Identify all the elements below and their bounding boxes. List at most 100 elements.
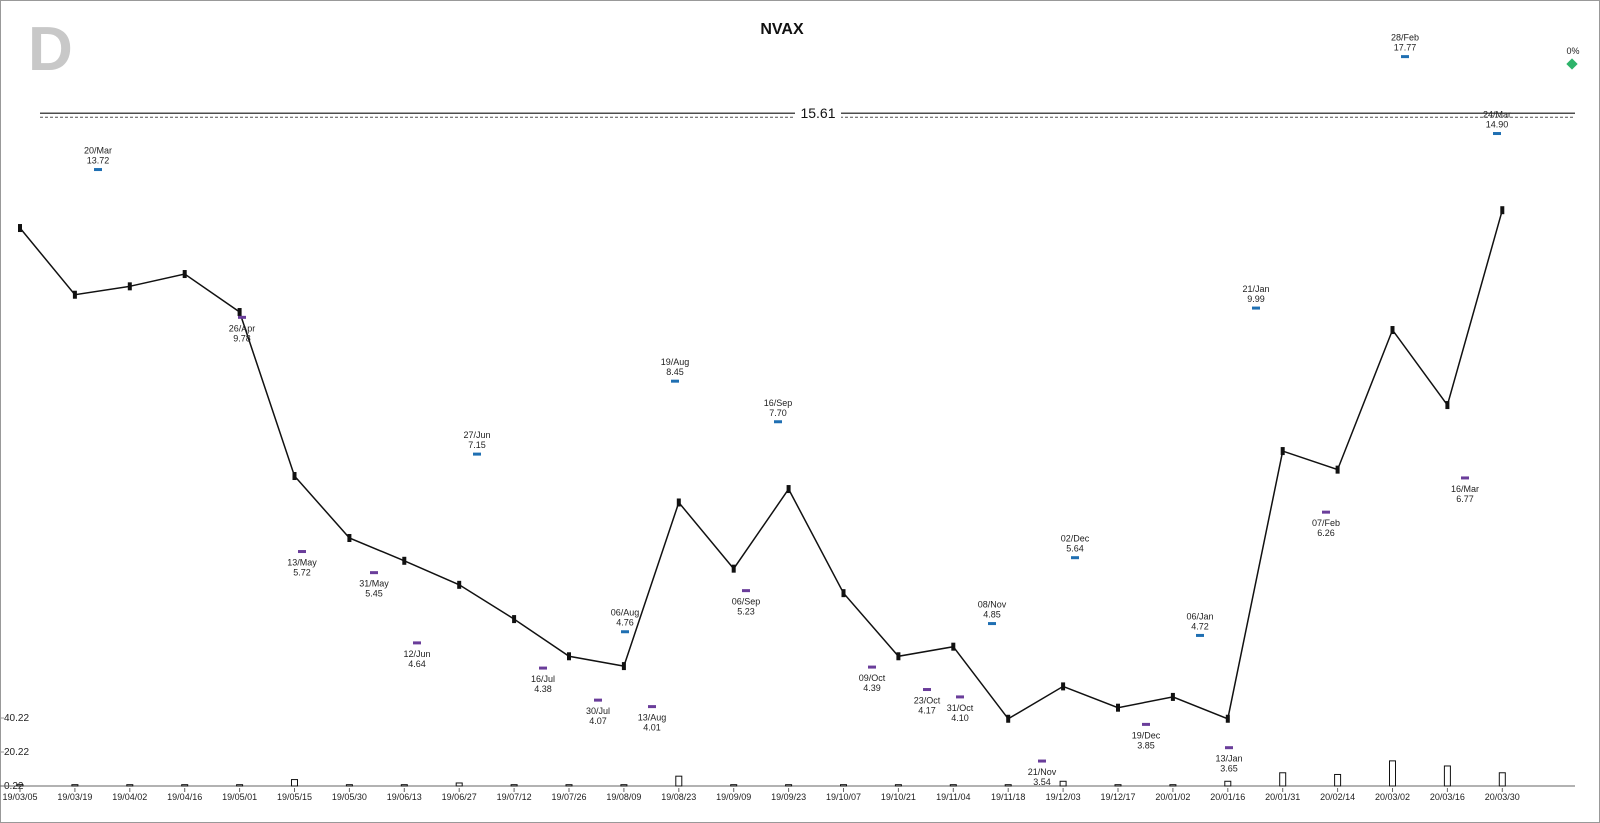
price-point: [237, 308, 242, 317]
annotation-date: 06/Aug: [611, 608, 640, 618]
volume-bar: [620, 784, 628, 787]
price-point: [731, 564, 736, 573]
volume-bar: [1004, 784, 1012, 787]
volume-bar: [71, 784, 79, 787]
annotation-date: 31/May: [359, 579, 389, 589]
annotation-value: 3.65: [1220, 764, 1238, 774]
annotation-value: 13.72: [87, 156, 110, 166]
annotation-value: 5.64: [1066, 544, 1084, 554]
volume-tick-label: 20.22: [4, 747, 29, 758]
volume-bar: [565, 784, 573, 787]
price-point: [1225, 714, 1230, 723]
volume-bar: [1114, 784, 1122, 787]
price-point: [1061, 682, 1066, 691]
x-tick-label: 20/02/14: [1320, 792, 1355, 802]
volume-bar: [1059, 780, 1067, 787]
x-tick-label: 19/10/21: [881, 792, 916, 802]
annotation-date: 06/Sep: [732, 597, 761, 607]
x-tick-label: 19/05/01: [222, 792, 257, 802]
annotation-value: 4.38: [534, 684, 552, 694]
annotation-date: 31/Oct: [947, 703, 974, 713]
annotation-date: 19/Dec: [1132, 730, 1161, 740]
logo: D: [28, 15, 73, 84]
volume-bar: [16, 784, 24, 787]
x-tick-label: 20/01/31: [1265, 792, 1300, 802]
annotation-date: 19/Aug: [661, 357, 690, 367]
x-tick-label: 19/03/19: [57, 792, 92, 802]
annotation-value: 4.64: [408, 659, 426, 669]
x-tick-label: 20/01/02: [1155, 792, 1190, 802]
x-tick-label: 19/12/03: [1046, 792, 1081, 802]
annotation-value: 4.01: [643, 723, 661, 733]
price-point: [292, 472, 297, 481]
volume-bar: [181, 784, 189, 787]
annotation-date: 16/Mar: [1451, 484, 1479, 494]
annotation-date: 13/Jan: [1215, 754, 1242, 764]
reference-label-bg: [795, 105, 841, 121]
price-point: [951, 642, 956, 651]
x-tick-label: 20/03/30: [1485, 792, 1520, 802]
price-point: [182, 270, 187, 279]
volume-bar: [1498, 772, 1506, 787]
x-tick-label: 19/07/12: [497, 792, 532, 802]
price-point: [1280, 447, 1285, 456]
x-tick-label: 19/09/09: [716, 792, 751, 802]
change-icon: [1566, 58, 1578, 70]
volume-bar: [126, 784, 134, 787]
volume-bar: [949, 784, 957, 787]
change-label: 0%: [1566, 46, 1579, 56]
annotation-value: 4.85: [983, 610, 1001, 620]
price-point: [72, 290, 77, 299]
annotation-value: 9.78: [233, 333, 251, 343]
volume-bar: [1389, 760, 1396, 787]
annotation-value: 6.77: [1456, 494, 1474, 504]
x-tick-label: 19/03/05: [2, 792, 37, 802]
x-tick-label: 19/12/17: [1100, 792, 1135, 802]
annotation-value: 3.85: [1137, 740, 1155, 750]
x-tick-label: 19/08/23: [661, 792, 696, 802]
x-tick-label: 19/05/15: [277, 792, 312, 802]
price-point: [567, 652, 571, 661]
volume-bar: [1334, 773, 1342, 787]
price-point: [512, 615, 517, 624]
annotation-date: 21/Jan: [1242, 284, 1269, 294]
volume-bar: [510, 784, 518, 787]
annotation-value: 3.54: [1033, 777, 1051, 787]
annotation-value: 4.07: [589, 716, 607, 726]
price-point: [1116, 703, 1120, 712]
volume-bar: [1169, 784, 1177, 787]
volume-bar: [675, 775, 683, 787]
annotation-value: 4.39: [863, 683, 881, 693]
price-point: [786, 485, 791, 494]
price-point: [347, 534, 352, 543]
annotation-value: 5.23: [737, 607, 755, 617]
price-point: [127, 282, 132, 291]
volume-bar: [236, 784, 244, 787]
annotation-date: 09/Oct: [859, 673, 886, 683]
volume-tick-label: 40.22: [4, 713, 29, 724]
price-point: [1500, 206, 1505, 215]
x-tick-label: 19/08/09: [606, 792, 641, 802]
annotation-value: 4.17: [918, 706, 936, 716]
volume-bar: [1443, 765, 1451, 787]
price-point: [1170, 692, 1175, 701]
annotation-value: 4.10: [951, 713, 969, 723]
x-tick-label: 19/07/26: [551, 792, 586, 802]
x-tick-label: 19/06/27: [442, 792, 477, 802]
annotation-date: 28/Feb: [1391, 33, 1419, 43]
annotation-value: 17.77: [1394, 43, 1417, 53]
annotation-value: 6.26: [1317, 528, 1335, 538]
volume-bar: [730, 784, 738, 787]
annotation-date: 24/Mar: [1483, 110, 1511, 120]
x-tick-label: 19/09/23: [771, 792, 806, 802]
annotation-date: 06/Jan: [1186, 611, 1213, 621]
volume-bar: [1224, 780, 1232, 787]
volume-bar: [291, 779, 298, 787]
x-tick-label: 20/03/16: [1430, 792, 1465, 802]
annotation-date: 30/Jul: [586, 706, 610, 716]
annotation-value: 7.15: [468, 440, 486, 450]
volume-bar: [400, 784, 408, 787]
